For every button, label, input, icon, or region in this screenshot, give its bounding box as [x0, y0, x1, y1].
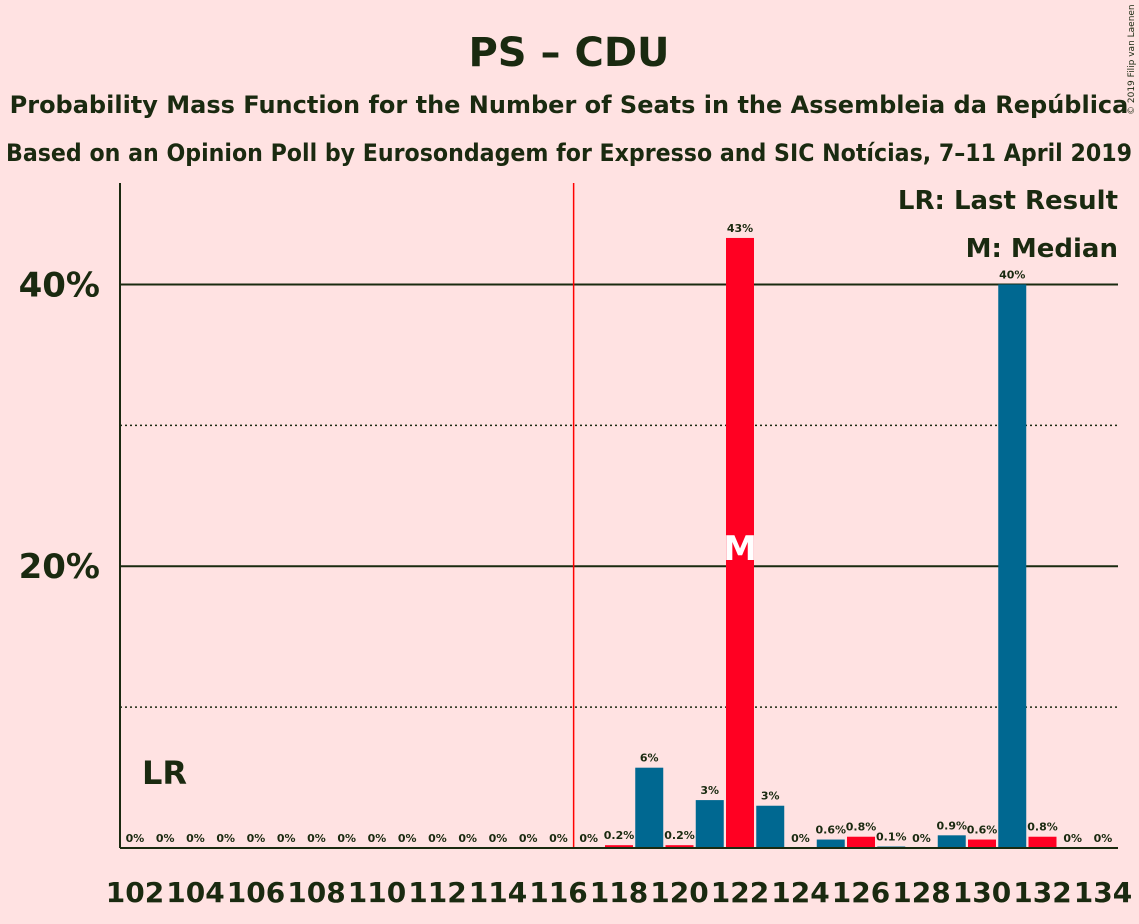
data-label-131: 40%	[999, 268, 1025, 281]
data-label-126: 0.8%	[846, 821, 877, 834]
x-tick-label: 126	[832, 876, 890, 909]
x-tick-label: 106	[227, 876, 285, 909]
legend-last-result: LR: Last Result	[898, 186, 1118, 216]
data-label-111: 0%	[398, 832, 417, 845]
x-tick-label: 124	[771, 876, 829, 909]
data-label-118: 0.2%	[604, 829, 635, 842]
data-label-127: 0.1%	[876, 831, 907, 844]
bar-132	[1028, 836, 1057, 848]
chart-subtitle-poll: Based on an Opinion Poll by Eurosondagem…	[6, 139, 1132, 167]
legend-median: M: Median	[966, 234, 1118, 264]
bar-121	[695, 800, 724, 848]
x-tick-label: 132	[1013, 876, 1071, 909]
x-tick-label: 110	[348, 876, 406, 909]
bar-118	[605, 845, 633, 848]
data-label-120: 0.2%	[664, 829, 695, 842]
bar-119	[635, 767, 664, 848]
bar-129	[937, 835, 966, 848]
data-label-121: 3%	[700, 784, 719, 797]
x-tick-label: 114	[469, 876, 527, 909]
data-label-114: 0%	[489, 832, 508, 845]
bar-125	[816, 839, 845, 848]
data-label-112: 0%	[428, 832, 447, 845]
data-labels-layer: 0% 0% 0% 0% 0% 0% 0% 0% 0% 0% 0% 0% 0% 0% 0% 0% 0.2% 6% 0.…	[126, 222, 1113, 845]
data-label-129: 0.9%	[936, 819, 967, 832]
data-label-104: 0%	[186, 832, 205, 845]
data-label-116: 0%	[549, 832, 568, 845]
bar-126	[847, 836, 875, 848]
chart-subtitle: Probability Mass Function for the Number…	[10, 91, 1129, 119]
copyright-note: © 2019 Filip van Laenen	[1127, 4, 1137, 115]
data-label-124: 0%	[791, 832, 810, 845]
data-label-133: 0%	[1063, 832, 1082, 845]
y-tick-label: 40%	[19, 265, 100, 305]
x-tick-label: 130	[953, 876, 1011, 909]
data-label-130: 0.6%	[967, 824, 998, 837]
bar-130	[968, 839, 996, 848]
bar-122	[726, 237, 754, 849]
data-label-132: 0.8%	[1027, 821, 1058, 834]
data-label-107: 0%	[277, 832, 296, 845]
x-tick-label: 108	[287, 876, 345, 909]
x-tick-label: 104	[166, 876, 224, 909]
bar-123	[756, 805, 785, 848]
axes-layer: 20%40%102 104 106 108 110 112 114 116 118 120 122 1…	[19, 183, 1132, 909]
bars-layer	[605, 237, 1057, 849]
y-tick-label: 20%	[19, 547, 100, 587]
data-label-110: 0%	[368, 832, 387, 845]
data-label-123: 3%	[761, 790, 780, 803]
bar-120	[665, 845, 694, 848]
data-label-115: 0%	[519, 832, 538, 845]
x-tick-label: 122	[711, 876, 769, 909]
x-tick-label: 128	[892, 876, 950, 909]
data-label-105: 0%	[216, 832, 235, 845]
x-tick-label: 118	[590, 876, 648, 909]
data-label-109: 0%	[337, 832, 356, 845]
bar-131	[998, 284, 1027, 848]
data-label-108: 0%	[307, 832, 326, 845]
median-marker: M	[723, 529, 757, 569]
data-label-113: 0%	[458, 832, 477, 845]
data-label-134: 0%	[1094, 832, 1113, 845]
data-label-117: 0%	[579, 832, 598, 845]
data-label-125: 0.6%	[815, 824, 846, 837]
x-tick-label: 134	[1074, 876, 1132, 909]
x-tick-label: 102	[106, 876, 164, 909]
data-label-106: 0%	[247, 832, 266, 845]
x-tick-label: 120	[650, 876, 708, 909]
data-label-122: 43%	[727, 222, 753, 235]
data-label-128: 0%	[912, 832, 931, 845]
data-label-119: 6%	[640, 752, 659, 765]
x-tick-label: 112	[408, 876, 466, 909]
x-tick-label: 116	[529, 876, 587, 909]
chart-title: PS – CDU	[468, 30, 669, 76]
gridlines	[120, 183, 1118, 848]
data-label-102: 0%	[126, 832, 145, 845]
last-result-marker: LR	[142, 754, 187, 792]
data-label-103: 0%	[156, 832, 175, 845]
